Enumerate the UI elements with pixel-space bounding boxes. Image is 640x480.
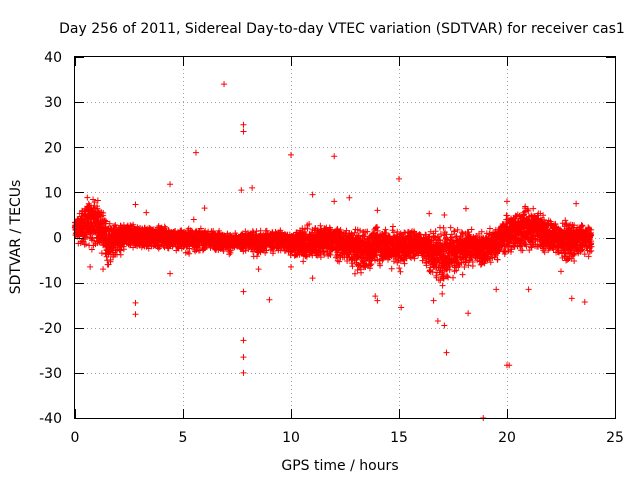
data-point	[106, 220, 113, 227]
data-point	[120, 246, 127, 253]
data-point	[117, 247, 124, 254]
data-point	[83, 241, 90, 248]
chart-title: Day 256 of 2011, Sidereal Day-to-day VTE…	[59, 21, 625, 37]
data-point	[91, 237, 98, 244]
data-point	[103, 218, 110, 225]
data-points	[71, 81, 595, 421]
data-point	[113, 224, 120, 231]
data-point	[100, 209, 107, 216]
data-point	[94, 197, 101, 204]
data-point	[106, 248, 113, 255]
data-point	[82, 236, 89, 243]
data-point	[107, 258, 114, 265]
data-point	[88, 246, 95, 253]
data-point	[101, 217, 108, 224]
data-point	[84, 194, 91, 201]
data-point	[94, 205, 101, 212]
